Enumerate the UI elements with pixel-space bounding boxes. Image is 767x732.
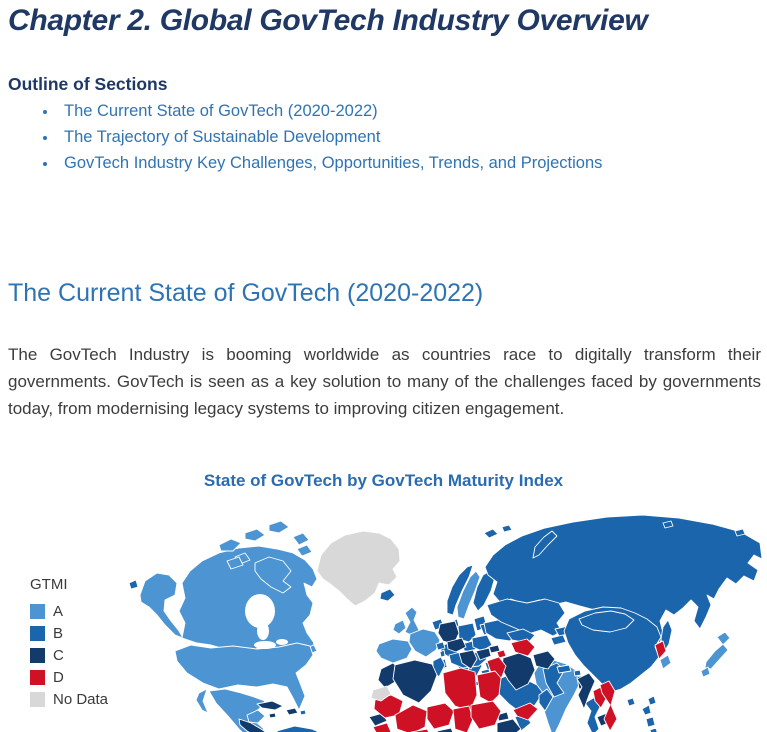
legend-row-d: D — [30, 666, 108, 688]
map-legend: GTMI A B C D No Data — [30, 576, 108, 710]
chapter-title: Chapter 2. Global GovTech Industry Overv… — [8, 4, 648, 37]
outline-item-label[interactable]: The Trajectory of Sustainable Developmen… — [64, 128, 381, 146]
legend-swatch-d — [30, 669, 45, 685]
world-choropleth-map — [128, 514, 763, 732]
legend-row-nodata: No Data — [30, 688, 108, 710]
legend-row-a: A — [30, 600, 108, 622]
legend-row-c: C — [30, 644, 108, 666]
legend-swatch-a — [30, 603, 45, 619]
outline-item-challenges[interactable]: GovTech Industry Key Challenges, Opportu… — [58, 155, 748, 172]
legend-label: D — [53, 668, 64, 686]
outline-list: The Current State of GovTech (2020-2022)… — [8, 103, 748, 172]
legend-swatch-c — [30, 647, 45, 663]
legend-title: GTMI — [30, 576, 68, 593]
legend-swatch-nodata — [30, 691, 45, 707]
outline-heading: Outline of Sections — [8, 74, 168, 94]
outline-item-label[interactable]: GovTech Industry Key Challenges, Opportu… — [64, 154, 603, 172]
chart-title: State of GovTech by GovTech Maturity Ind… — [203, 471, 564, 490]
legend-label: No Data — [53, 690, 109, 708]
map-regions-group-d — [372, 638, 667, 732]
section-heading: The Current State of GovTech (2020-2022) — [8, 279, 484, 307]
legend-row-b: B — [30, 622, 108, 644]
legend-label: B — [53, 624, 64, 642]
outline-item-current-state[interactable]: The Current State of GovTech (2020-2022) — [58, 103, 748, 120]
legend-swatch-b — [30, 625, 45, 641]
map-sea-overlays — [245, 594, 288, 649]
legend-label: C — [53, 646, 64, 664]
body-paragraph: The GovTech Industry is booming worldwid… — [8, 345, 761, 418]
outline-item-label[interactable]: The Current State of GovTech (2020-2022) — [64, 102, 378, 120]
outline-item-trajectory[interactable]: The Trajectory of Sustainable Developmen… — [58, 129, 748, 146]
map-regions-group-b — [128, 514, 763, 732]
map-regions-group-nodata — [316, 530, 401, 702]
outline-section: Outline of Sections The Current State of… — [8, 74, 748, 181]
legend-label: A — [53, 602, 64, 620]
